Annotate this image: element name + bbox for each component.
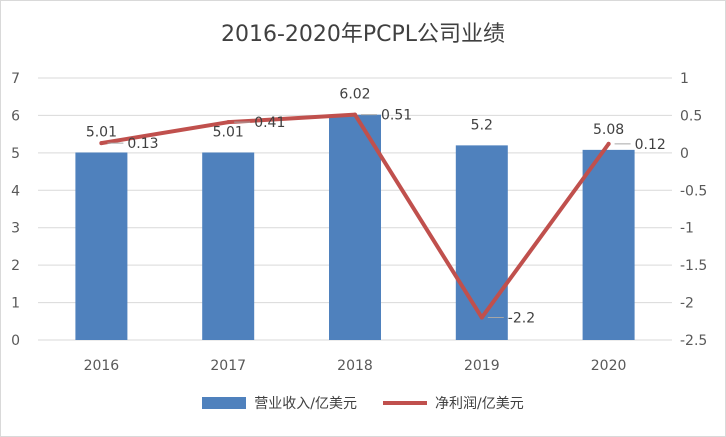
- line-data-label: 0.13: [127, 136, 158, 152]
- x-axis-tick-label: 2020: [591, 358, 627, 374]
- right-axis-tick-label: -1: [680, 221, 694, 237]
- left-axis-tick-label: 3: [11, 221, 20, 237]
- left-axis-tick-label: 1: [11, 296, 20, 312]
- bar-revenue: [582, 149, 635, 340]
- line-data-label: 0.51: [381, 108, 412, 124]
- left-axis-tick-label: 5: [11, 146, 20, 162]
- right-axis-tick-label: -2: [680, 296, 694, 312]
- legend: 营业收入/亿美元 净利润/亿美元: [0, 393, 726, 413]
- line-point-profit: [353, 112, 357, 117]
- bar-revenue: [455, 145, 508, 340]
- legend-label-profit: 净利润/亿美元: [435, 396, 524, 412]
- right-axis-tick-label: -1.5: [680, 258, 707, 274]
- bar-data-label: 5.01: [213, 124, 244, 140]
- data-labels: 5.01 5.01 6.02 5.2 5.08 0.13 0.41 0.51 -2.2 0.12: [86, 87, 666, 327]
- legend-item-profit: 净利润/亿美元: [383, 393, 524, 413]
- line-data-label: -2.2: [508, 311, 535, 327]
- x-axis-tick-label: 2019: [464, 358, 500, 374]
- bar-data-label: 6.02: [339, 87, 370, 103]
- line-data-label: 0.12: [635, 137, 666, 153]
- bar-series: [75, 114, 635, 341]
- bar-revenue: [75, 152, 128, 340]
- legend-swatch-revenue: [202, 397, 247, 409]
- x-axis-ticks: 2016 2017 2018 2019 2020: [84, 358, 627, 374]
- chart-title: 2016-2020年PCPL公司业绩: [220, 22, 506, 47]
- legend-item-revenue: 营业收入/亿美元: [202, 393, 357, 413]
- left-axis-tick-label: 6: [11, 108, 20, 124]
- x-axis-tick-label: 2016: [84, 358, 120, 374]
- left-axis-tick-label: 4: [11, 183, 20, 199]
- x-axis-tick-label: 2017: [210, 358, 246, 374]
- right-axis-tick-label: 0.5: [680, 108, 702, 124]
- right-axis-tick-label: -2.5: [680, 333, 707, 349]
- left-axis-ticks: 0 1 2 3 4 5 6 7: [11, 71, 20, 349]
- line-point-profit: [606, 141, 611, 146]
- left-axis-tick-label: 7: [11, 71, 20, 87]
- line-data-label: 0.41: [254, 115, 285, 131]
- bar-revenue: [329, 114, 381, 341]
- right-axis-tick-label: -0.5: [680, 183, 707, 199]
- bar-data-label: 5.08: [593, 122, 624, 138]
- line-point-profit: [479, 315, 484, 320]
- legend-swatch-profit: [383, 401, 427, 405]
- right-axis-tick-label: 0: [680, 146, 689, 162]
- line-point-profit: [226, 120, 231, 125]
- left-axis-tick-label: 2: [11, 258, 20, 274]
- x-axis-tick-label: 2018: [337, 358, 373, 374]
- left-axis-tick-label: 0: [11, 333, 20, 349]
- line-point-profit: [99, 141, 104, 146]
- bar-revenue: [202, 152, 255, 340]
- right-axis-tick-label: 1: [680, 71, 689, 87]
- line-series: [99, 112, 611, 320]
- bar-data-label: 5.2: [471, 117, 493, 133]
- right-axis-ticks: -2.5 -2 -1.5 -1 -0.5 0 0.5 1: [680, 71, 707, 349]
- bar-data-label: 5.01: [86, 124, 117, 140]
- legend-label-revenue: 营业收入/亿美元: [254, 396, 357, 412]
